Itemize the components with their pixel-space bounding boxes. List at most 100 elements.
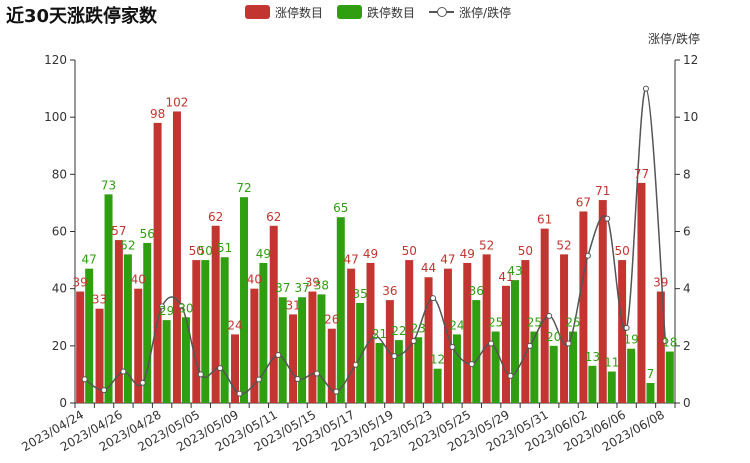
ratio-point — [488, 340, 495, 347]
right-tick-label: 10 — [683, 110, 698, 124]
legend-item-limit-down[interactable]: 跌停数目 — [337, 4, 415, 21]
ratio-point — [372, 333, 378, 340]
ratio-line — [81, 85, 669, 397]
bar-limit-down — [510, 280, 519, 403]
bar-limit-up — [424, 277, 433, 403]
bar-limit-down — [646, 382, 655, 403]
bar-limit-up — [540, 228, 549, 403]
bar-limit-down — [569, 331, 578, 403]
bar-limit-down — [317, 294, 326, 403]
bar-limit-down — [472, 300, 481, 403]
bar-limit-down — [123, 254, 132, 403]
ratio-point — [507, 372, 514, 379]
bar-limit-down — [220, 257, 229, 403]
ratio-point — [352, 361, 359, 368]
bars — [76, 111, 674, 403]
bar-label-limit-up: 98 — [150, 107, 165, 121]
bar-label-limit-up: 50 — [189, 244, 204, 258]
bar-limit-up — [76, 291, 85, 403]
bar-label-limit-up: 47 — [344, 253, 359, 267]
bar-label-limit-up: 39 — [73, 276, 88, 290]
right-tick-label: 0 — [683, 396, 691, 410]
bar-limit-up — [560, 254, 569, 403]
bar-label-limit-up: 41 — [498, 270, 513, 284]
bar-label-limit-down: 30 — [178, 301, 193, 315]
legend-label-limit-down: 跌停数目 — [367, 5, 416, 20]
bar-limit-down — [201, 260, 210, 403]
legend-item-limit-up[interactable]: 涨停数目 — [245, 4, 323, 21]
bar-limit-up — [308, 291, 317, 403]
bar-limit-down — [298, 297, 307, 403]
legend-swatch-ratio — [429, 5, 455, 19]
ratio-point — [333, 388, 340, 395]
right-tick-label: 12 — [683, 53, 698, 67]
ratio-point — [584, 252, 591, 259]
bar-label-limit-down: 72 — [236, 181, 251, 195]
bar-label-limit-down: 24 — [449, 318, 464, 332]
ratio-point — [236, 390, 243, 397]
bar-label-limit-down: 47 — [82, 253, 97, 267]
bar-label-limit-down: 51 — [217, 241, 232, 255]
bar-label-limit-down: 20 — [546, 330, 561, 344]
bar-label-limit-up: 33 — [92, 293, 107, 307]
bar-label-limit-down: 73 — [101, 178, 116, 192]
bar-label-limit-up: 49 — [363, 247, 378, 261]
bar-label-limit-up: 26 — [324, 313, 339, 327]
right-tick-label: 4 — [683, 282, 691, 296]
bar-label-limit-down: 29 — [159, 304, 174, 318]
bar-limit-down — [433, 368, 442, 403]
left-tick-label: 60 — [52, 225, 67, 239]
bar-label-limit-up: 62 — [208, 210, 223, 224]
ratio-line-path — [84, 87, 667, 395]
bar-label-limit-down: 65 — [333, 201, 348, 215]
right-tick-label: 6 — [683, 225, 691, 239]
bar-label-limit-down: 25 — [527, 316, 542, 330]
bar-label-limit-down: 22 — [391, 324, 406, 338]
bar-label-limit-up: 102 — [165, 95, 188, 109]
bar-limit-down — [278, 297, 287, 403]
bar-label-limit-up: 49 — [460, 247, 475, 261]
legend-swatch-limit-up — [245, 5, 270, 19]
bar-label-limit-up: 50 — [614, 244, 629, 258]
bar-limit-up — [501, 285, 510, 403]
bar-limit-down — [85, 268, 94, 403]
bar-label-limit-up: 24 — [227, 318, 242, 332]
bar-limit-up — [211, 225, 220, 403]
bar-limit-down — [104, 194, 113, 403]
right-tick-label: 8 — [683, 167, 691, 181]
bar-limit-down — [530, 331, 539, 403]
bar-label-limit-down: 50 — [198, 244, 213, 258]
legend-label-limit-up: 涨停数目 — [275, 5, 324, 20]
ratio-point — [313, 370, 320, 377]
bar-label-limit-down: 43 — [507, 264, 522, 278]
left-tick-label: 80 — [52, 167, 67, 181]
ratio-point — [546, 312, 553, 319]
bar-label-limit-down: 37 — [294, 281, 309, 295]
bar-label-limit-up: 50 — [402, 244, 417, 258]
chart-title: 近30天涨跌停家数 — [6, 6, 158, 27]
ratio-point — [275, 351, 282, 358]
bar-label-limit-up: 31 — [285, 298, 300, 312]
left-tick-label: 0 — [59, 396, 67, 410]
bar-label-limit-up: 40 — [247, 273, 262, 287]
bar-limit-up — [250, 288, 259, 403]
bar-label-limit-up: 77 — [634, 167, 649, 181]
bar-limit-up — [327, 328, 336, 403]
legend-item-ratio[interactable]: 涨停/跌停 — [429, 4, 511, 21]
ratio-point — [623, 324, 630, 331]
bar-limit-up — [482, 254, 491, 403]
bar-limit-up — [521, 260, 530, 403]
ratio-point — [391, 353, 398, 360]
bar-label-limit-up: 47 — [440, 253, 455, 267]
bar-limit-down — [356, 302, 365, 403]
bar-limit-up — [153, 122, 162, 403]
ratio-point — [604, 215, 611, 222]
legend-swatch-limit-down — [337, 5, 363, 19]
bar-label-limit-up: 39 — [653, 276, 668, 290]
bar-label-limit-down: 25 — [565, 316, 580, 330]
bar-limit-down — [491, 331, 500, 403]
ratio-point — [159, 303, 166, 310]
bar-limit-up — [114, 240, 123, 403]
